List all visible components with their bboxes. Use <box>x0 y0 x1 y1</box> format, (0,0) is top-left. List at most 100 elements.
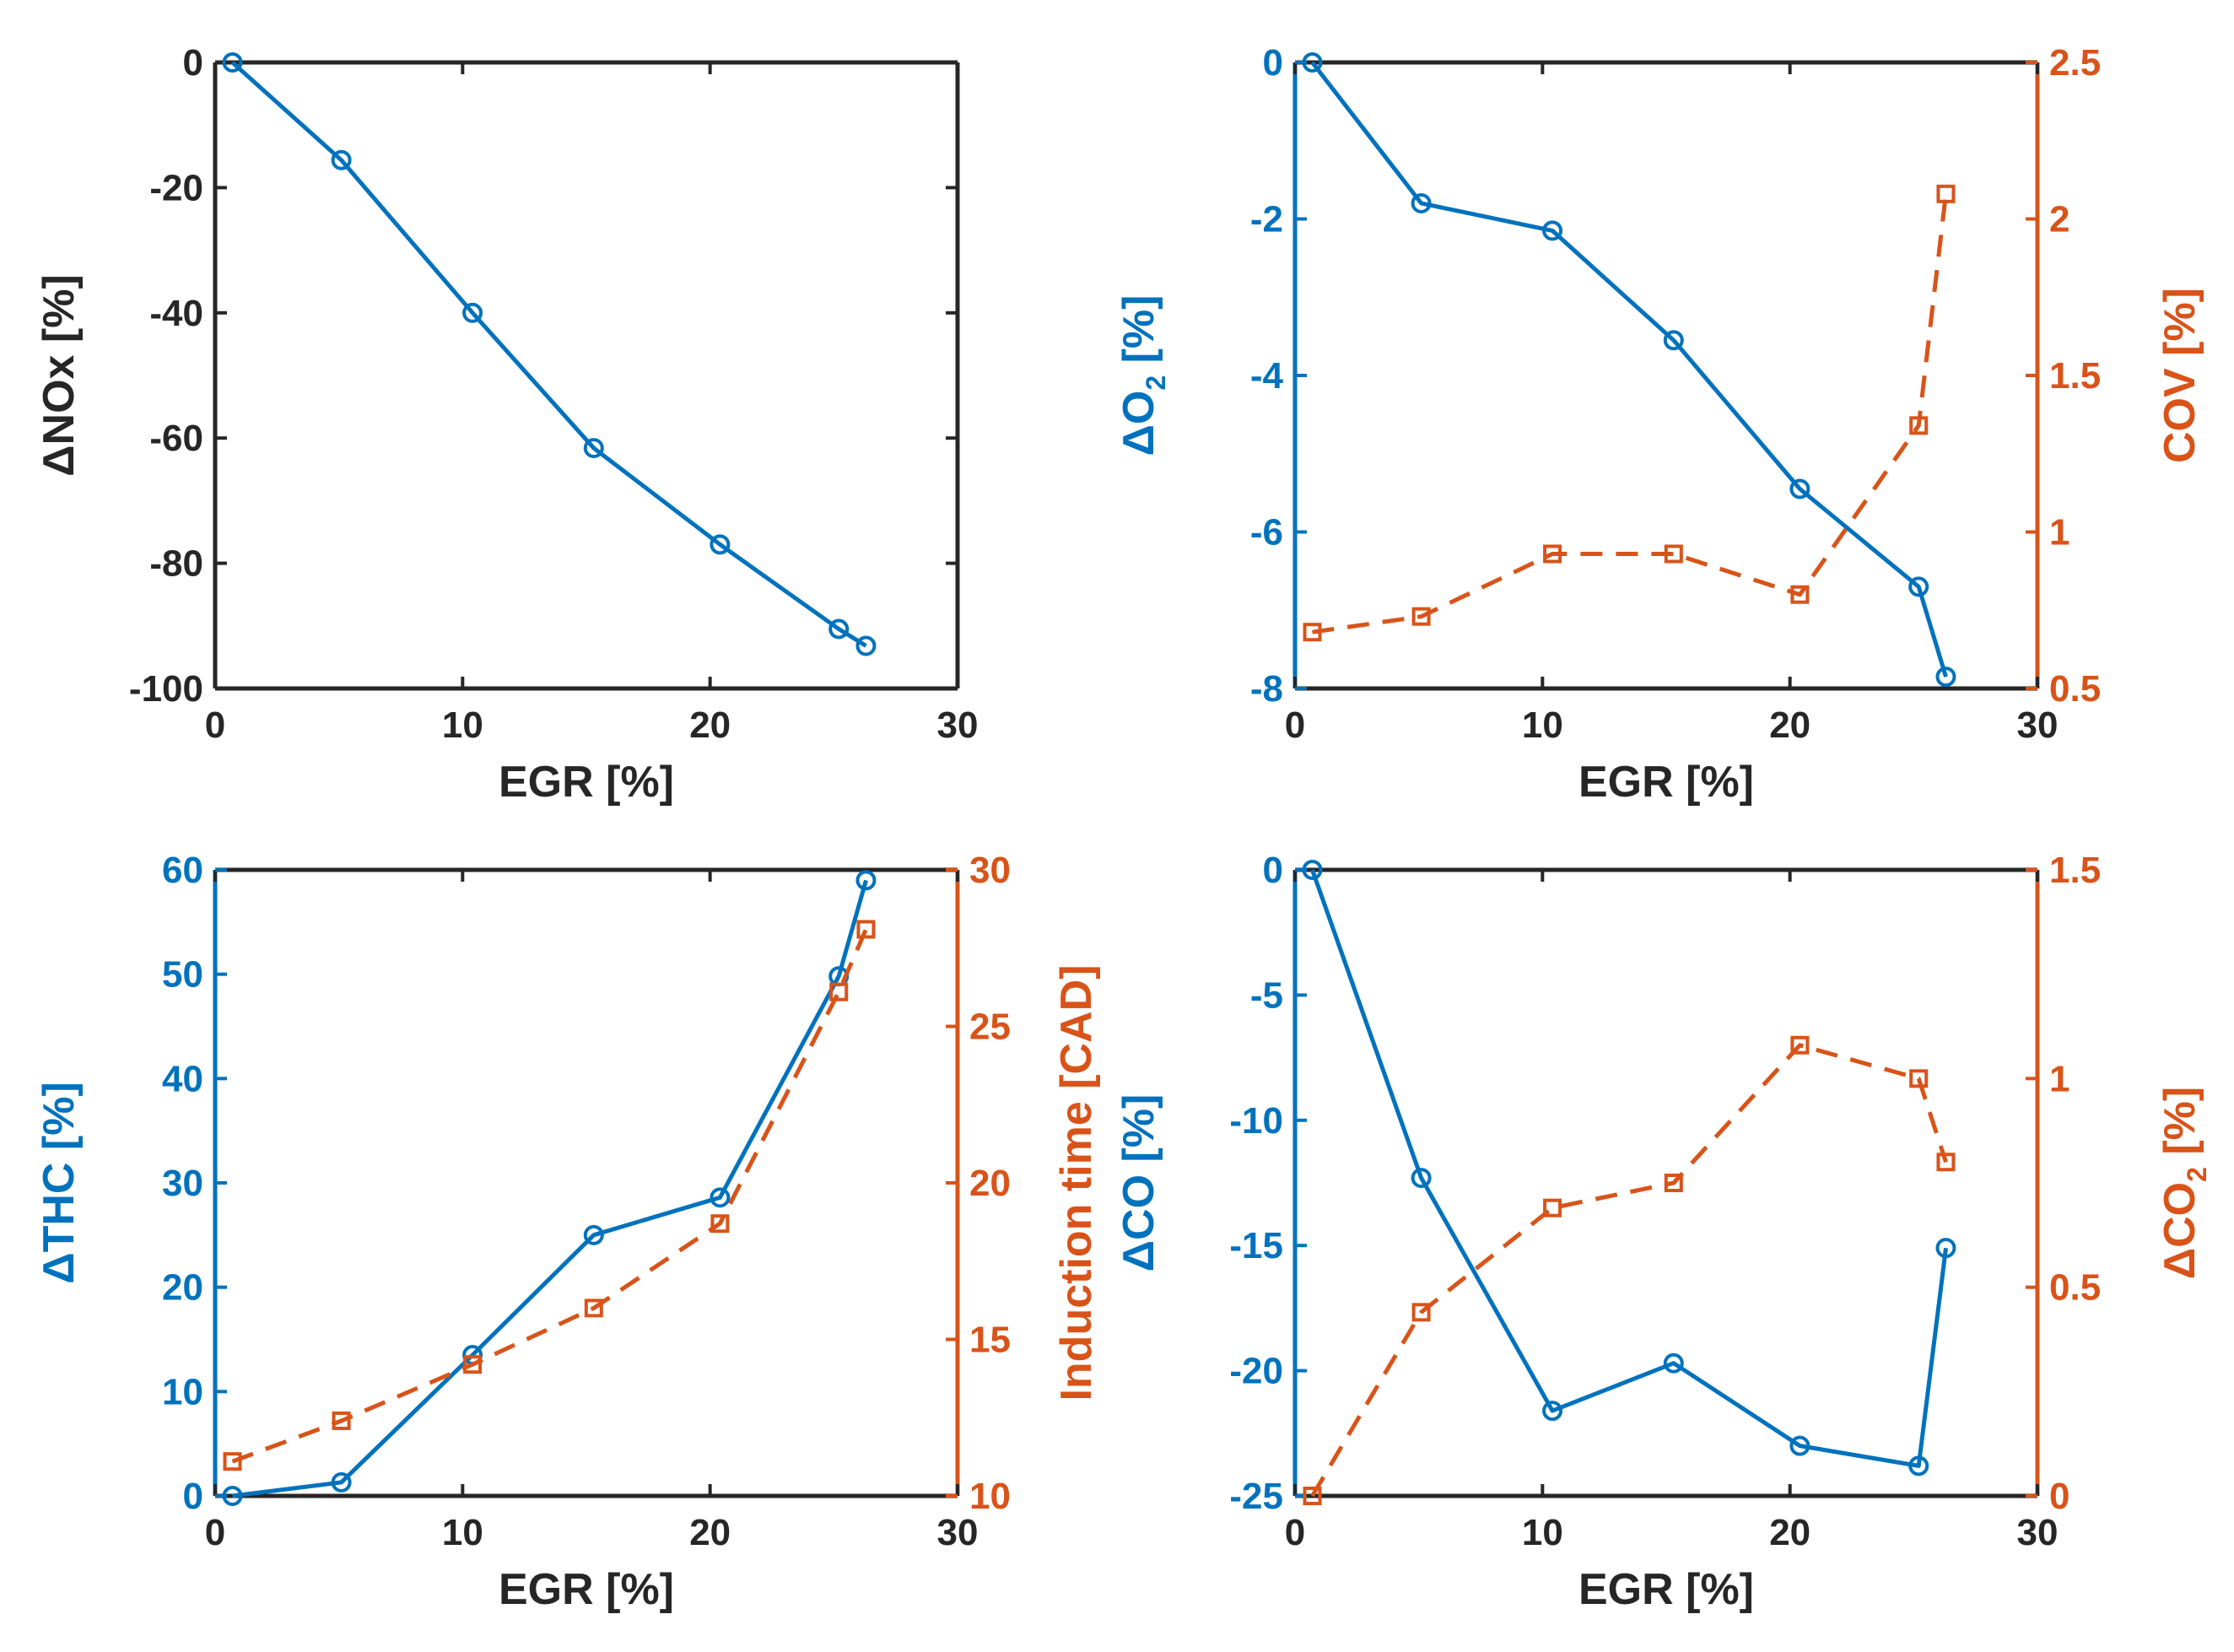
y-right-tick-label: 1.5 <box>2049 355 2101 397</box>
data-point <box>1663 1352 1684 1374</box>
data-point <box>1663 330 1684 351</box>
data-point <box>1411 607 1431 626</box>
series-left <box>1302 860 1956 1477</box>
y-right-tick-label: 30 <box>969 850 1011 891</box>
y-tick-label: 0 <box>183 42 203 84</box>
data-point <box>1909 416 1929 435</box>
y-right-tick-label: 2.5 <box>2049 42 2101 84</box>
y-tick-label: 0 <box>183 1476 203 1517</box>
data-point <box>1302 860 1323 880</box>
data-point <box>856 920 876 939</box>
y-axis-label-tail: [%] <box>1114 295 1163 375</box>
x-axis-label: EGR [%] <box>1578 1565 1754 1614</box>
y-axis-label: ΔCO [%] <box>1114 1094 1163 1272</box>
y-right-tick-label: 1 <box>2049 1058 2069 1099</box>
y-tick-label: -2 <box>1250 199 1283 240</box>
y-tick-label: -10 <box>1229 1100 1283 1142</box>
y-right-axis-label: ΔCO2 [%] <box>2156 1087 2212 1280</box>
y-tick-label: 60 <box>162 850 203 891</box>
y-right-tick-label: 2 <box>2049 199 2069 240</box>
series-line <box>232 879 868 1498</box>
y-axis-label: ΔTHC [%] <box>35 1082 84 1284</box>
y-tick-label: -6 <box>1250 512 1283 553</box>
data-point <box>583 1224 604 1245</box>
y-tick-label: -25 <box>1229 1476 1283 1517</box>
data-point <box>332 1411 351 1430</box>
y-right-axis-label: COV [%] <box>2156 288 2204 463</box>
data-point <box>1303 1487 1322 1505</box>
data-point <box>828 618 850 640</box>
y-tick-label: 0 <box>1263 850 1283 891</box>
series-right <box>1303 1035 1956 1505</box>
y-tick-label: -40 <box>149 293 203 334</box>
series-line <box>1310 61 1948 678</box>
x-tick-label: 20 <box>1769 1512 1810 1553</box>
y-right-tick-label: 10 <box>969 1476 1011 1517</box>
series-line <box>1312 193 1948 634</box>
x-tick-label: 10 <box>442 1512 483 1553</box>
y-axis-label: ΔO2 [%] <box>1114 295 1171 456</box>
data-point <box>855 870 877 891</box>
series-line <box>231 928 868 1464</box>
data-point <box>1790 1035 1810 1055</box>
chart-panel-top-left: 0 10 20 30 -100 -80 -60 -40 -20 0 EGR [%] ΔNOx [%] <box>35 42 978 807</box>
data-point <box>1664 1174 1683 1192</box>
series-left <box>222 870 877 1506</box>
data-point <box>710 534 731 555</box>
data-point <box>1935 667 1956 688</box>
x-tick-label: 10 <box>442 705 483 746</box>
y-tick-label: 30 <box>162 1163 203 1204</box>
y-tick-label: 50 <box>162 954 203 996</box>
y-right-axis-label: Induction time [CAD] <box>1052 964 1101 1401</box>
x-tick-label: 20 <box>689 705 731 746</box>
x-tick-label: 0 <box>1285 705 1305 746</box>
y-tick-label: -5 <box>1250 974 1283 1016</box>
data-point <box>1664 544 1683 564</box>
data-point <box>222 1486 243 1506</box>
data-point <box>1543 1198 1562 1217</box>
y-right-tick-label: 25 <box>969 1007 1011 1048</box>
chart-panel-bottom-right: 0 10 20 30 -25 -20 -15 -10 -5 0 0 0.5 1 1.5 EGR [%] ΔCO… <box>1114 850 2212 1614</box>
x-axis-label: EGR [%] <box>1578 758 1754 807</box>
x-axis-label: EGR [%] <box>499 758 674 807</box>
y-right-tick-label: 0.5 <box>2049 668 2101 710</box>
data-point <box>1789 1435 1810 1456</box>
series-line <box>1310 869 1948 1468</box>
series-line <box>230 61 867 648</box>
data-point <box>1936 1153 1956 1172</box>
y-axis-label: ΔNOx [%] <box>35 274 84 477</box>
y-right-tick-label: 0 <box>2049 1476 2069 1517</box>
y-tick-label: 20 <box>162 1267 203 1309</box>
y-right-tick-label: 1 <box>2049 512 2069 553</box>
data-point <box>1411 1303 1431 1322</box>
y-tick-label: -8 <box>1250 668 1283 710</box>
series-left <box>1302 52 1956 688</box>
y-right-tick-label: 15 <box>969 1320 1011 1361</box>
data-point <box>1303 623 1322 642</box>
data-point <box>710 1187 731 1208</box>
data-point <box>1908 576 1929 597</box>
x-tick-label: 30 <box>937 1512 979 1553</box>
x-tick-label: 20 <box>1769 705 1810 746</box>
data-point <box>584 1298 603 1318</box>
data-point <box>1909 1069 1929 1088</box>
x-tick-label: 30 <box>937 705 979 746</box>
data-point <box>1542 220 1563 241</box>
data-point <box>855 635 877 656</box>
y-tick-label: -100 <box>129 668 203 710</box>
x-tick-label: 0 <box>205 705 225 746</box>
y-right-tick-label: 1.5 <box>2049 850 2101 891</box>
data-point <box>1543 544 1562 564</box>
x-axis-label: EGR [%] <box>499 1565 674 1614</box>
data-point <box>583 438 604 459</box>
data-point <box>331 1471 352 1493</box>
data-point <box>1935 1238 1956 1259</box>
y-tick-label: 0 <box>1263 42 1283 84</box>
data-point <box>1411 1168 1432 1189</box>
x-tick-label: 30 <box>2017 1512 2059 1553</box>
y-tick-label: 40 <box>162 1058 203 1099</box>
y-right-axis-label-tail: [%] <box>2156 1087 2204 1167</box>
series-left <box>222 52 877 656</box>
